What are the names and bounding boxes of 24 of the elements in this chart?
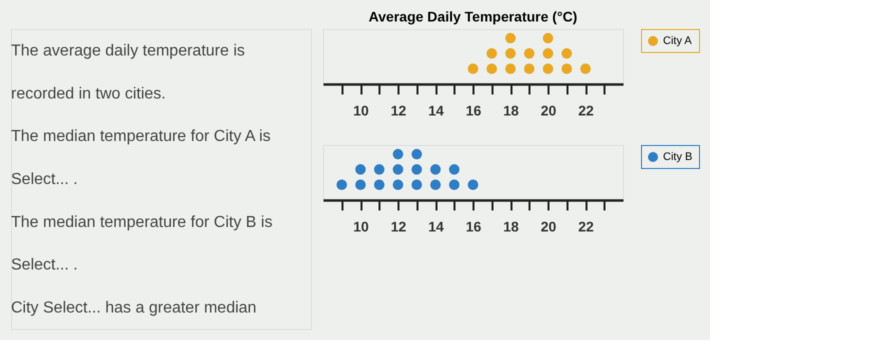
text: The median temperature for City A is — [11, 128, 271, 146]
text: City Select... has a greater median — [11, 300, 256, 317]
x-tick-label: 18 — [503, 218, 519, 234]
x-tick-label: 10 — [353, 102, 369, 118]
x-tick-label: 12 — [390, 102, 406, 118]
text: recorded in two cities. — [11, 85, 166, 102]
text: Select... . — [11, 171, 78, 188]
chart-title: Average Daily Temperature (°C) — [368, 8, 578, 24]
x-tick-label: 20 — [540, 102, 556, 118]
x-tick-label: 14 — [428, 218, 444, 234]
x-tick-label: 22 — [578, 102, 594, 118]
x-tick-label: 10 — [353, 218, 369, 234]
x-tick-label: 18 — [503, 102, 519, 118]
x-tick-label: 14 — [428, 102, 444, 118]
x-tick-label: 16 — [466, 218, 482, 234]
legend-label: City B — [663, 151, 692, 163]
legend-label: City A — [663, 35, 692, 47]
text: Select... . — [11, 256, 78, 274]
x-tick-label: 12 — [390, 218, 406, 234]
text: The median temperature for City B is — [11, 214, 272, 231]
x-tick-label: 20 — [540, 218, 556, 234]
text: The average daily temperature is — [11, 42, 245, 60]
x-tick-label: 22 — [578, 218, 594, 234]
x-tick-label: 16 — [466, 102, 482, 118]
